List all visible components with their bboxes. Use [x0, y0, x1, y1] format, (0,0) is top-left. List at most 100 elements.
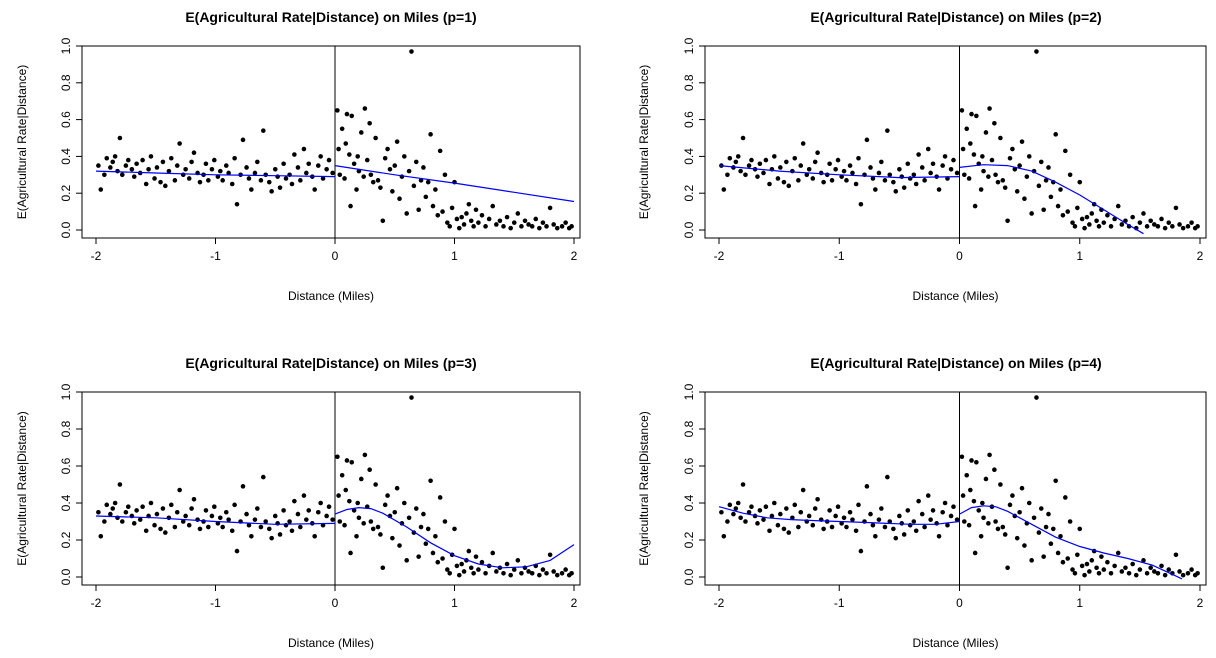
data-point	[217, 168, 223, 174]
data-point	[876, 517, 882, 522]
data-point	[853, 528, 859, 534]
data-point	[364, 157, 370, 163]
data-point	[362, 106, 368, 111]
data-point	[540, 220, 546, 225]
data-point	[1002, 532, 1008, 537]
data-point	[1137, 567, 1143, 572]
data-point	[1096, 571, 1102, 576]
data-point	[858, 201, 864, 207]
data-point	[1029, 211, 1034, 216]
data-point	[1119, 569, 1125, 574]
data-point	[772, 154, 777, 159]
data-point	[1189, 567, 1194, 572]
data-point	[1014, 535, 1020, 541]
data-point	[119, 172, 125, 178]
data-point	[882, 524, 888, 530]
data-point	[879, 506, 884, 511]
data-point	[413, 506, 419, 511]
data-point	[320, 176, 326, 181]
data-point	[212, 504, 217, 510]
data-point	[186, 176, 192, 181]
data-point	[355, 500, 361, 506]
data-point	[959, 454, 965, 460]
data-point	[515, 558, 521, 563]
data-point	[827, 161, 832, 167]
data-point	[447, 571, 453, 576]
x-tick-label: 1	[451, 596, 458, 610]
data-point	[976, 508, 982, 513]
data-point	[131, 521, 137, 526]
data-point	[919, 165, 925, 170]
data-point	[335, 108, 340, 113]
data-point	[569, 571, 574, 576]
data-point	[226, 170, 231, 176]
data-point	[511, 220, 517, 225]
data-point	[998, 482, 1003, 487]
data-point	[483, 224, 488, 229]
data-point	[1195, 224, 1200, 229]
data-point	[987, 452, 992, 458]
data-point	[740, 482, 746, 487]
fit-line-left	[95, 170, 336, 178]
data-point	[1058, 187, 1063, 192]
data-point	[249, 534, 254, 539]
data-point	[112, 154, 118, 159]
data-point	[442, 519, 448, 524]
data-point	[312, 187, 317, 192]
data-point	[1065, 209, 1071, 214]
data-point	[409, 395, 414, 400]
data-point	[209, 513, 215, 519]
data-point	[348, 550, 353, 556]
x-tick-label: 0	[956, 596, 963, 610]
data-point	[430, 550, 436, 556]
data-point	[168, 155, 174, 161]
data-point	[1087, 569, 1092, 574]
data-point	[418, 524, 424, 530]
data-point	[104, 502, 110, 508]
data-point	[1002, 185, 1008, 190]
data-point	[1077, 179, 1083, 185]
y-tick-label: 1.0	[682, 383, 696, 400]
data-point	[298, 524, 303, 530]
data-point	[804, 172, 810, 178]
data-point	[117, 482, 123, 487]
data-point	[1159, 216, 1164, 222]
data-point	[425, 526, 431, 532]
data-point	[501, 224, 506, 229]
data-point	[511, 567, 517, 572]
fit-line-right	[959, 505, 1183, 580]
data-point	[387, 166, 393, 172]
data-point	[781, 179, 787, 185]
data-point	[166, 168, 172, 174]
data-point	[354, 534, 359, 539]
data-point	[1017, 509, 1022, 515]
data-point	[887, 519, 893, 524]
data-point	[445, 220, 450, 225]
data-point	[358, 476, 364, 482]
data-point	[533, 216, 539, 222]
data-point	[368, 519, 374, 524]
data-point	[844, 524, 849, 530]
data-point	[1105, 212, 1110, 218]
data-point	[129, 166, 135, 172]
data-point	[1000, 524, 1006, 530]
data-point	[790, 168, 795, 174]
data-point	[229, 528, 235, 534]
data-point	[968, 141, 973, 146]
data-point	[905, 508, 911, 513]
fit-line-left	[95, 515, 336, 525]
x-tick-label: 2	[571, 249, 578, 263]
y-tick-label: 0.4	[59, 148, 73, 165]
data-point	[466, 201, 472, 207]
data-point	[402, 500, 407, 506]
data-point	[277, 532, 283, 537]
data-point	[249, 187, 254, 192]
scatter-points	[96, 49, 574, 231]
data-point	[244, 511, 249, 517]
x-axis: -2 -1 0 1 2	[91, 237, 578, 263]
data-point	[183, 513, 188, 519]
data-point	[1038, 159, 1044, 165]
data-point	[1072, 571, 1078, 576]
data-point	[476, 220, 481, 225]
data-point	[330, 170, 335, 176]
